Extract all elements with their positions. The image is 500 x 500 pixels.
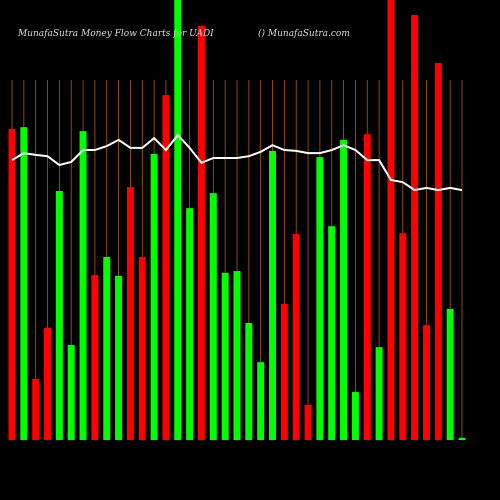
bar bbox=[91, 275, 99, 440]
money-flow-line bbox=[11, 133, 463, 192]
bar bbox=[316, 157, 324, 440]
bar bbox=[304, 404, 312, 440]
bar bbox=[221, 272, 229, 440]
bar bbox=[269, 150, 277, 441]
bar bbox=[280, 304, 288, 440]
bar bbox=[186, 208, 194, 440]
bar bbox=[67, 344, 75, 440]
bar bbox=[363, 134, 371, 440]
chart-title: MunafaSutra Money Flow Charts for UADI bbox=[17, 29, 214, 39]
bar bbox=[422, 325, 430, 440]
bar bbox=[292, 234, 300, 440]
bar bbox=[162, 95, 170, 440]
bar bbox=[245, 322, 253, 440]
bar bbox=[375, 347, 383, 440]
bar bbox=[44, 327, 52, 440]
bar bbox=[8, 128, 16, 441]
bar bbox=[351, 392, 359, 440]
bar bbox=[138, 256, 146, 440]
bar bbox=[411, 14, 419, 441]
bar bbox=[197, 25, 205, 441]
bar bbox=[209, 193, 217, 440]
bar bbox=[126, 187, 134, 440]
bar bbox=[340, 139, 348, 441]
bar bbox=[79, 131, 87, 440]
bar bbox=[103, 256, 111, 440]
bar bbox=[150, 154, 158, 440]
bar bbox=[233, 271, 241, 440]
bar bbox=[434, 62, 442, 441]
bar bbox=[32, 378, 40, 440]
bar bbox=[328, 226, 336, 440]
bar bbox=[458, 437, 466, 440]
bar bbox=[115, 275, 123, 440]
bar bbox=[446, 308, 454, 440]
bar bbox=[55, 190, 63, 440]
bar bbox=[174, 0, 182, 440]
bar bbox=[387, 0, 395, 440]
bar bbox=[399, 233, 407, 440]
chart-subtitle: () MunafaSutra.com bbox=[258, 28, 350, 39]
bar bbox=[257, 362, 265, 440]
bar bbox=[20, 127, 28, 440]
